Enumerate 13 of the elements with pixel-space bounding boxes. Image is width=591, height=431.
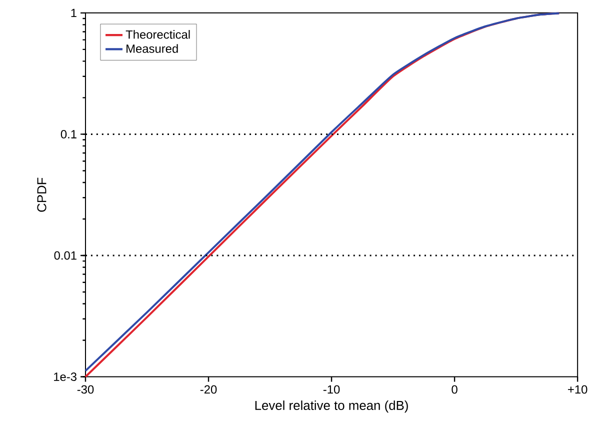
y-tick-label: 1	[71, 8, 76, 17]
x-tick-label: -10	[323, 385, 340, 394]
y-tick-label: 1e-3	[54, 372, 76, 381]
y-axis-title: CPDF	[37, 178, 46, 212]
x-tick-label: 0	[452, 385, 458, 394]
x-tick-label: -20	[200, 385, 217, 394]
y-tick-label: 0.1	[60, 130, 76, 138]
y-tick-label: 0.01	[54, 251, 76, 260]
legend-label: Theorectical	[126, 30, 190, 39]
x-tick-label: +10	[568, 385, 588, 394]
x-axis-title: Level relative to mean (dB)	[255, 400, 408, 412]
x-tick-label: -30	[77, 385, 94, 394]
legend-label: Measured	[126, 44, 178, 53]
